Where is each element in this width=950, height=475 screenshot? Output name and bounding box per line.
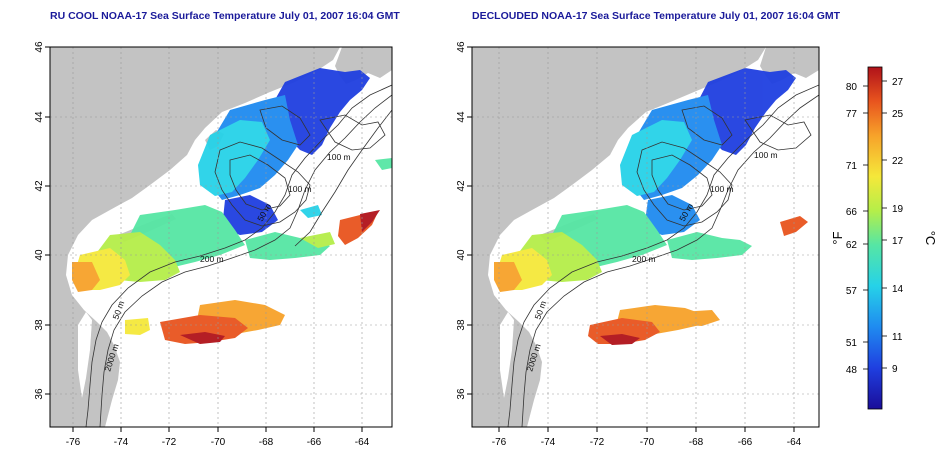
svg-text:100 m: 100 m — [754, 150, 778, 160]
colorbar-fahrenheit-ticks: 80 77 71 66 62 57 51 48 — [846, 82, 858, 376]
svg-text:77: 77 — [846, 109, 858, 120]
svg-text:-72: -72 — [162, 437, 177, 448]
fahrenheit-label: °F — [830, 231, 845, 244]
grid-lines-right — [472, 47, 819, 427]
svg-text:80: 80 — [846, 82, 858, 93]
land-mass-right — [472, 47, 766, 427]
lat-axis-left: 46 44 42 40 38 36 — [34, 41, 45, 400]
svg-text:-70: -70 — [640, 437, 655, 448]
svg-text:40: 40 — [34, 249, 45, 261]
svg-text:36: 36 — [456, 388, 467, 400]
svg-text:100 m: 100 m — [288, 184, 312, 194]
bathymetry-contours-right — [507, 84, 819, 427]
svg-text:-70: -70 — [211, 437, 226, 448]
svg-text:46: 46 — [456, 41, 467, 53]
svg-text:-76: -76 — [66, 437, 81, 448]
svg-text:-64: -64 — [355, 437, 370, 448]
svg-text:19: 19 — [892, 204, 904, 215]
svg-text:-74: -74 — [114, 437, 129, 448]
svg-text:11: 11 — [892, 332, 903, 343]
svg-text:38: 38 — [456, 319, 467, 331]
svg-text:40: 40 — [456, 249, 467, 261]
svg-text:25: 25 — [892, 109, 904, 120]
svg-text:-68: -68 — [259, 437, 274, 448]
svg-text:9: 9 — [892, 364, 898, 375]
svg-text:-76: -76 — [492, 437, 507, 448]
svg-text:27: 27 — [892, 77, 904, 88]
map-frame-left — [49, 46, 393, 428]
svg-text:200 m: 200 m — [632, 254, 656, 264]
svg-text:14: 14 — [892, 284, 904, 295]
svg-text:62: 62 — [846, 240, 858, 251]
svg-text:100 m: 100 m — [710, 184, 734, 194]
grid-lines-left — [50, 47, 392, 427]
svg-text:-66: -66 — [307, 437, 322, 448]
svg-text:36: 36 — [34, 388, 45, 400]
svg-text:22: 22 — [892, 156, 904, 167]
svg-text:-68: -68 — [689, 437, 704, 448]
svg-text:44: 44 — [456, 111, 467, 123]
svg-text:17: 17 — [892, 236, 904, 247]
svg-text:46: 46 — [34, 41, 45, 53]
svg-text:-66: -66 — [738, 437, 753, 448]
svg-text:71: 71 — [846, 161, 858, 172]
svg-text:-74: -74 — [541, 437, 556, 448]
svg-text:57: 57 — [846, 286, 858, 297]
celsius-label: °C — [923, 231, 938, 246]
svg-text:48: 48 — [846, 365, 858, 376]
svg-text:38: 38 — [34, 319, 45, 331]
chesapeake — [78, 312, 92, 398]
chesapeake-right — [500, 312, 514, 398]
sst-field-right — [494, 68, 808, 345]
lon-axis-left: -76 -74 -72 -70 -68 -66 -64 — [66, 437, 370, 448]
colorbar-celsius-ticks: 27 25 22 19 17 14 11 9 — [892, 77, 904, 375]
map-frame-right — [471, 46, 820, 428]
map-title-left: RU COOL NOAA-17 Sea Surface Temperature … — [50, 10, 400, 22]
svg-text:42: 42 — [34, 180, 45, 192]
svg-text:44: 44 — [34, 111, 45, 123]
svg-text:200 m: 200 m — [200, 254, 224, 264]
svg-text:51: 51 — [846, 338, 858, 349]
colorbar — [867, 66, 883, 410]
svg-text:100 m: 100 m — [327, 152, 351, 162]
svg-text:66: 66 — [846, 207, 858, 218]
svg-text:42: 42 — [456, 180, 467, 192]
svg-text:-72: -72 — [590, 437, 605, 448]
svg-text:-64: -64 — [787, 437, 802, 448]
lat-axis-right: 46 44 42 40 38 36 — [456, 41, 467, 400]
map-title-right: DECLOUDED NOAA-17 Sea Surface Temperatur… — [472, 10, 841, 22]
land-mass — [50, 47, 340, 427]
bathymetry-contours-left — [85, 84, 392, 427]
lon-axis-right: -76 -74 -72 -70 -68 -66 -64 — [492, 437, 802, 448]
